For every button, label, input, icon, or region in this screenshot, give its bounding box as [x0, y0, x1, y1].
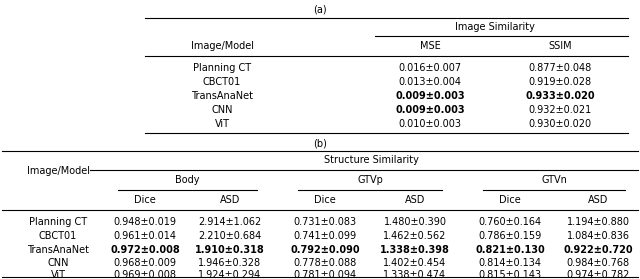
Text: 0.877±0.048: 0.877±0.048: [529, 63, 591, 73]
Text: 1.946±0.328: 1.946±0.328: [198, 258, 262, 268]
Text: Structure Similarity: Structure Similarity: [324, 155, 419, 165]
Text: Body: Body: [175, 175, 200, 185]
Text: Dice: Dice: [499, 195, 521, 205]
Text: 0.972±0.008: 0.972±0.008: [110, 245, 180, 255]
Text: GTVp: GTVp: [357, 175, 383, 185]
Text: 0.922±0.720: 0.922±0.720: [563, 245, 633, 255]
Text: 0.792±0.090: 0.792±0.090: [290, 245, 360, 255]
Text: CNN: CNN: [211, 105, 233, 115]
Text: 1.338±0.474: 1.338±0.474: [383, 270, 447, 279]
Text: MSE: MSE: [420, 41, 440, 51]
Text: 0.821±0.130: 0.821±0.130: [475, 245, 545, 255]
Text: 0.786±0.159: 0.786±0.159: [478, 231, 541, 241]
Text: 0.961±0.014: 0.961±0.014: [113, 231, 177, 241]
Text: 0.731±0.083: 0.731±0.083: [293, 217, 356, 227]
Text: (b): (b): [313, 138, 327, 148]
Text: 0.969±0.008: 0.969±0.008: [113, 270, 177, 279]
Text: 2.914±1.062: 2.914±1.062: [198, 217, 262, 227]
Text: 0.814±0.134: 0.814±0.134: [479, 258, 541, 268]
Text: Planning CT: Planning CT: [29, 217, 87, 227]
Text: 0.009±0.003: 0.009±0.003: [395, 105, 465, 115]
Text: 0.815±0.143: 0.815±0.143: [479, 270, 541, 279]
Text: 1.910±0.318: 1.910±0.318: [195, 245, 265, 255]
Text: 0.968±0.009: 0.968±0.009: [113, 258, 177, 268]
Text: 0.984±0.768: 0.984±0.768: [566, 258, 630, 268]
Text: 1.462±0.562: 1.462±0.562: [383, 231, 447, 241]
Text: Dice: Dice: [314, 195, 336, 205]
Text: CBCT01: CBCT01: [39, 231, 77, 241]
Text: 0.919±0.028: 0.919±0.028: [529, 77, 591, 87]
Text: 0.760±0.164: 0.760±0.164: [479, 217, 541, 227]
Text: 0.974±0.782: 0.974±0.782: [566, 270, 630, 279]
Text: 0.009±0.003: 0.009±0.003: [395, 91, 465, 101]
Text: Image/Model: Image/Model: [191, 41, 253, 51]
Text: ASD: ASD: [588, 195, 608, 205]
Text: 0.016±0.007: 0.016±0.007: [399, 63, 461, 73]
Text: GTVn: GTVn: [541, 175, 567, 185]
Text: 0.930±0.020: 0.930±0.020: [529, 119, 591, 129]
Text: SSIM: SSIM: [548, 41, 572, 51]
Text: 0.781±0.094: 0.781±0.094: [293, 270, 356, 279]
Text: TransAnaNet: TransAnaNet: [27, 245, 89, 255]
Text: Planning CT: Planning CT: [193, 63, 251, 73]
Text: TransAnaNet: TransAnaNet: [191, 91, 253, 101]
Text: 1.338±0.398: 1.338±0.398: [380, 245, 450, 255]
Text: CBCT01: CBCT01: [203, 77, 241, 87]
Text: 0.932±0.021: 0.932±0.021: [529, 105, 591, 115]
Text: 1.194±0.880: 1.194±0.880: [566, 217, 630, 227]
Text: 0.741±0.099: 0.741±0.099: [293, 231, 356, 241]
Text: ASD: ASD: [405, 195, 425, 205]
Text: (a): (a): [313, 5, 327, 15]
Text: 0.948±0.019: 0.948±0.019: [113, 217, 177, 227]
Text: Image Similarity: Image Similarity: [455, 22, 535, 32]
Text: 0.010±0.003: 0.010±0.003: [399, 119, 461, 129]
Text: 0.013±0.004: 0.013±0.004: [399, 77, 461, 87]
Text: ASD: ASD: [220, 195, 240, 205]
Text: 1.402±0.454: 1.402±0.454: [383, 258, 447, 268]
Text: 1.084±0.836: 1.084±0.836: [566, 231, 630, 241]
Text: 1.480±0.390: 1.480±0.390: [383, 217, 447, 227]
Text: 1.924±0.294: 1.924±0.294: [198, 270, 262, 279]
Text: Image/Model: Image/Model: [26, 165, 90, 175]
Text: CNN: CNN: [47, 258, 68, 268]
Text: 2.210±0.684: 2.210±0.684: [198, 231, 262, 241]
Text: 0.933±0.020: 0.933±0.020: [525, 91, 595, 101]
Text: ViT: ViT: [214, 119, 230, 129]
Text: Dice: Dice: [134, 195, 156, 205]
Text: ViT: ViT: [51, 270, 65, 279]
Text: 0.778±0.088: 0.778±0.088: [293, 258, 356, 268]
